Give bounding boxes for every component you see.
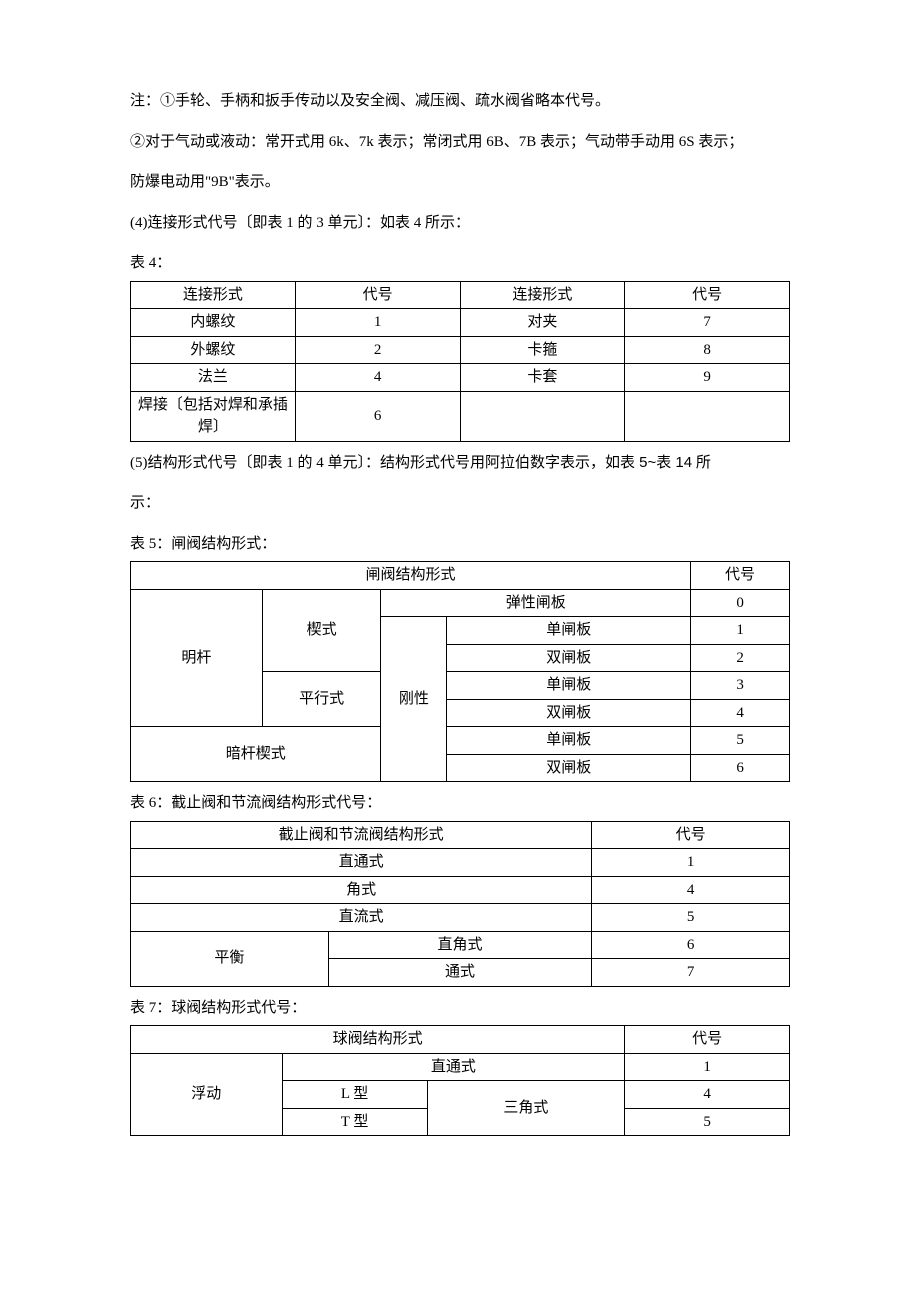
- cell: 浮动: [131, 1053, 283, 1136]
- table-row: 闸阀结构形式 代号: [131, 562, 790, 590]
- table7-caption: 表 7：球阀结构形式代号：: [130, 997, 790, 1020]
- cell: 直通式: [282, 1053, 625, 1081]
- cell: 3: [691, 672, 790, 700]
- cell: 6: [592, 931, 790, 959]
- cell: [625, 391, 790, 441]
- cell: 单闸板: [447, 672, 691, 700]
- cell: 法兰: [131, 364, 296, 392]
- cell: 1: [691, 617, 790, 645]
- cell: 6: [691, 754, 790, 782]
- table-row: 截止阀和节流阀结构形式 代号: [131, 821, 790, 849]
- cell: 连接形式: [131, 281, 296, 309]
- table-row: 连接形式 代号 连接形式 代号: [131, 281, 790, 309]
- para-5: (5)结构形式代号〔即表 1 的 4 单元〕：结构形式代号用阿拉伯数字表示，如表…: [130, 452, 790, 475]
- cell: 单闸板: [447, 617, 691, 645]
- cell: [460, 391, 625, 441]
- cell: 代号: [625, 1026, 790, 1054]
- cell: 4: [625, 1081, 790, 1109]
- cell: 代号: [625, 281, 790, 309]
- cell: 明杆: [131, 589, 263, 727]
- table-row: 角式 4: [131, 876, 790, 904]
- table-7: 球阀结构形式 代号 浮动 直通式 1 L 型 三角式 4 T 型 5: [130, 1025, 790, 1136]
- cell: 7: [592, 959, 790, 987]
- table-row: 球阀结构形式 代号: [131, 1026, 790, 1054]
- cell: 弹性闸板: [381, 589, 691, 617]
- cell: 7: [625, 309, 790, 337]
- table-row: 焊接〔包括对焊和承插焊〕 6: [131, 391, 790, 441]
- table-4: 连接形式 代号 连接形式 代号 内螺纹 1 对夹 7 外螺纹 2 卡箍 8 法兰…: [130, 281, 790, 442]
- cell: 楔式: [262, 589, 381, 672]
- table-row: 直流式 5: [131, 904, 790, 932]
- cell: 卡箍: [460, 336, 625, 364]
- cell: 焊接〔包括对焊和承插焊〕: [131, 391, 296, 441]
- cell: 1: [295, 309, 460, 337]
- cell: 1: [625, 1053, 790, 1081]
- cell: 5: [691, 727, 790, 755]
- cell: 外螺纹: [131, 336, 296, 364]
- table-row: 法兰 4 卡套 9: [131, 364, 790, 392]
- cell: 4: [691, 699, 790, 727]
- para-4: (4)连接形式代号〔即表 1 的 3 单元〕：如表 4 所示：: [130, 212, 790, 235]
- cell: 5: [592, 904, 790, 932]
- table-row: 明杆 楔式 弹性闸板 0: [131, 589, 790, 617]
- cell: 代号: [691, 562, 790, 590]
- cell: 双闸板: [447, 644, 691, 672]
- cell: 卡套: [460, 364, 625, 392]
- cell: 4: [592, 876, 790, 904]
- cell: 闸阀结构形式: [131, 562, 691, 590]
- cell: 2: [691, 644, 790, 672]
- cell: 2: [295, 336, 460, 364]
- cell: 单闸板: [447, 727, 691, 755]
- table-6: 截止阀和节流阀结构形式 代号 直通式 1 角式 4 直流式 5 平衡 直角式 6…: [130, 821, 790, 987]
- note-3: 防爆电动用"9B"表示。: [130, 171, 790, 194]
- table-row: 平衡 直角式 6: [131, 931, 790, 959]
- cell: 6: [295, 391, 460, 441]
- note-2: ②对于气动或液动：常开式用 6k、7k 表示；常闭式用 6B、7B 表示；气动带…: [130, 131, 790, 154]
- cell: 直流式: [131, 904, 592, 932]
- cell: 内螺纹: [131, 309, 296, 337]
- cell: 角式: [131, 876, 592, 904]
- cell: 8: [625, 336, 790, 364]
- table-row: 内螺纹 1 对夹 7: [131, 309, 790, 337]
- para-5-b: 表 5~表 14: [620, 454, 692, 471]
- cell: 刚性: [381, 617, 447, 782]
- cell: 代号: [295, 281, 460, 309]
- table-row: 外螺纹 2 卡箍 8: [131, 336, 790, 364]
- cell: 平衡: [131, 931, 329, 986]
- table6-caption: 表 6：截止阀和节流阀结构形式代号：: [130, 792, 790, 815]
- cell: 直角式: [328, 931, 592, 959]
- table5-caption: 表 5：闸阀结构形式：: [130, 533, 790, 556]
- cell: 1: [592, 849, 790, 877]
- table4-caption: 表 4：: [130, 252, 790, 275]
- table-row: 浮动 直通式 1: [131, 1053, 790, 1081]
- cell: 对夹: [460, 309, 625, 337]
- cell: 球阀结构形式: [131, 1026, 625, 1054]
- cell: 通式: [328, 959, 592, 987]
- cell: 平行式: [262, 672, 381, 727]
- para-5-a: (5)结构形式代号〔即表 1 的 4 单元〕：结构形式代号用阿拉伯数字表示，如: [130, 455, 620, 471]
- cell: 4: [295, 364, 460, 392]
- cell: 三角式: [427, 1081, 625, 1136]
- table-5: 闸阀结构形式 代号 明杆 楔式 弹性闸板 0 刚性 单闸板 1 双闸板 2 平行…: [130, 561, 790, 782]
- cell: 直通式: [131, 849, 592, 877]
- cell: 代号: [592, 821, 790, 849]
- cell: T 型: [282, 1108, 427, 1136]
- note-1: 注：①手轮、手柄和扳手传动以及安全阀、减压阀、疏水阀省略本代号。: [130, 90, 790, 113]
- cell: 双闸板: [447, 754, 691, 782]
- cell: 暗杆楔式: [131, 727, 381, 782]
- cell: 9: [625, 364, 790, 392]
- cell: 连接形式: [460, 281, 625, 309]
- cell: L 型: [282, 1081, 427, 1109]
- cell: 双闸板: [447, 699, 691, 727]
- para-5d: 示：: [130, 492, 790, 515]
- cell: 5: [625, 1108, 790, 1136]
- table-row: 直通式 1: [131, 849, 790, 877]
- para-5-c: 所: [692, 455, 711, 471]
- table-row: 暗杆楔式 单闸板 5: [131, 727, 790, 755]
- cell: 截止阀和节流阀结构形式: [131, 821, 592, 849]
- cell: 0: [691, 589, 790, 617]
